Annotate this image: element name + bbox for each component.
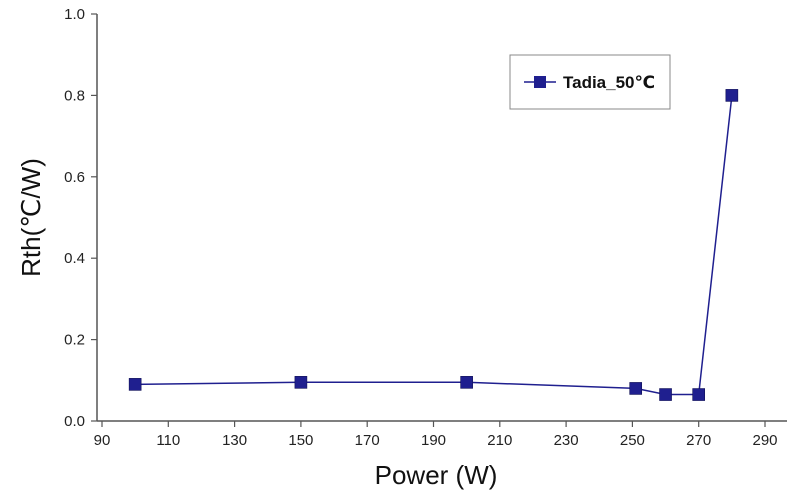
x-tick-label: 190 <box>421 432 446 449</box>
y-tick-label: 1.0 <box>64 6 85 23</box>
y-tick-label: 0.8 <box>64 87 85 104</box>
y-tick-label: 0.6 <box>64 169 85 186</box>
y-ticks: 0.0 0.2 0.4 0.6 0.8 1.0 <box>64 6 97 430</box>
data-point-marker <box>460 376 473 389</box>
y-tick-label: 0.0 <box>64 413 85 430</box>
x-tick-label: 230 <box>554 432 579 449</box>
legend-label: Tadia_50℃ <box>563 73 655 92</box>
data-point-marker <box>659 388 672 401</box>
series-line <box>135 95 733 396</box>
x-tick-label: 250 <box>620 432 645 449</box>
x-tick-label: 150 <box>288 432 313 449</box>
x-tick-label: 90 <box>94 432 111 449</box>
x-tick-label: 290 <box>752 432 777 449</box>
y-axis-title: Rth(℃/W) <box>16 158 46 277</box>
data-point-marker <box>128 378 142 391</box>
x-tick-label: 210 <box>487 432 512 449</box>
data-point-marker <box>294 376 308 389</box>
data-point-marker <box>629 382 643 395</box>
legend: Tadia_50℃ <box>509 54 671 110</box>
plot-area: 0.0 0.2 0.4 0.6 0.8 1.0 90 110 130 150 170 190 210 2… <box>64 6 787 449</box>
x-tick-label: 110 <box>156 432 180 449</box>
data-point-marker <box>725 89 739 102</box>
y-tick-label: 0.4 <box>64 250 85 267</box>
series-layer <box>128 89 739 401</box>
data-point-marker <box>692 388 706 401</box>
y-tick-label: 0.2 <box>64 332 85 349</box>
x-ticks: 90 110 130 150 170 190 210 230 250 270 290 <box>94 421 778 449</box>
x-tick-label: 170 <box>355 432 380 449</box>
x-tick-label: 270 <box>686 432 711 449</box>
x-axis-title: Power (W) <box>375 460 498 490</box>
legend-marker-swatch <box>534 76 546 88</box>
x-tick-label: 130 <box>222 432 247 449</box>
